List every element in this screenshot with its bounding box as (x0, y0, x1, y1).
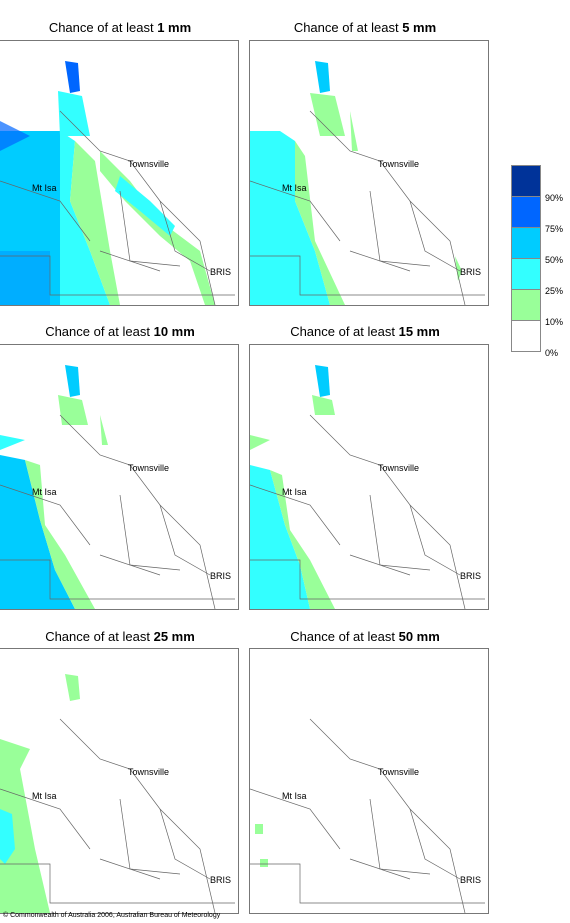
label-townsville: Townsville (128, 767, 170, 777)
label-townsville: Townsville (378, 767, 420, 777)
map-panel-1mm: Townsville Mt Isa BRIS (0, 40, 239, 306)
legend-label: 0% (545, 348, 559, 358)
panel-title-1: Chance of at least 1 mm (48, 20, 192, 35)
panel-title-3: Chance of at least 10 mm (45, 324, 195, 339)
panel-title-5: Chance of at least 25 mm (45, 629, 195, 644)
label-bris: BRIS (210, 875, 232, 885)
legend-label: 90% (545, 193, 564, 203)
panel-title-6: Chance of at least 50 mm (290, 629, 440, 644)
copyright-text: © Commonwealth of Australia 2006, Austra… (3, 912, 221, 919)
legend-label: 10% (545, 317, 564, 327)
map-panel-25mm: Townsville Mt Isa BRIS (0, 648, 239, 914)
legend-swatch (511, 259, 541, 290)
map-graphic (0, 61, 235, 305)
legend-swatch (511, 321, 541, 352)
map-panel-5mm: Townsville Mt Isa BRIS (249, 40, 489, 306)
legend-label: 25% (545, 286, 564, 296)
map-graphic (0, 674, 235, 913)
label-bris: BRIS (460, 875, 482, 885)
label-mt-isa: Mt Isa (282, 183, 307, 193)
legend-label: 50% (545, 255, 564, 265)
map-graphic (250, 718, 485, 913)
label-bris: BRIS (210, 571, 232, 581)
label-mt-isa: Mt Isa (32, 791, 57, 801)
label-townsville: Townsville (128, 159, 170, 169)
map-panel-15mm: Townsville Mt Isa BRIS (249, 344, 489, 610)
map-graphic (250, 365, 485, 609)
legend-label: 75% (545, 224, 564, 234)
legend-swatch (511, 228, 541, 259)
label-townsville: Townsville (128, 463, 170, 473)
label-bris: BRIS (460, 571, 482, 581)
legend-swatch (511, 165, 541, 197)
label-bris: BRIS (210, 267, 232, 277)
label-mt-isa: Mt Isa (282, 487, 307, 497)
map-panel-10mm: Townsville Mt Isa BRIS (0, 344, 239, 610)
map-panel-50mm: Townsville Mt Isa BRIS (249, 648, 489, 914)
label-mt-isa: Mt Isa (282, 791, 307, 801)
panel-title-4: Chance of at least 15 mm (290, 324, 440, 339)
label-mt-isa: Mt Isa (32, 183, 57, 193)
legend-swatch (511, 290, 541, 321)
label-townsville: Townsville (378, 463, 420, 473)
map-graphic (0, 365, 235, 609)
map-graphic (250, 61, 485, 305)
label-bris: BRIS (460, 267, 482, 277)
label-townsville: Townsville (378, 159, 420, 169)
label-mt-isa: Mt Isa (32, 487, 57, 497)
legend-swatch (511, 197, 541, 228)
panel-title-2: Chance of at least 5 mm (293, 20, 437, 35)
legend (511, 165, 541, 352)
